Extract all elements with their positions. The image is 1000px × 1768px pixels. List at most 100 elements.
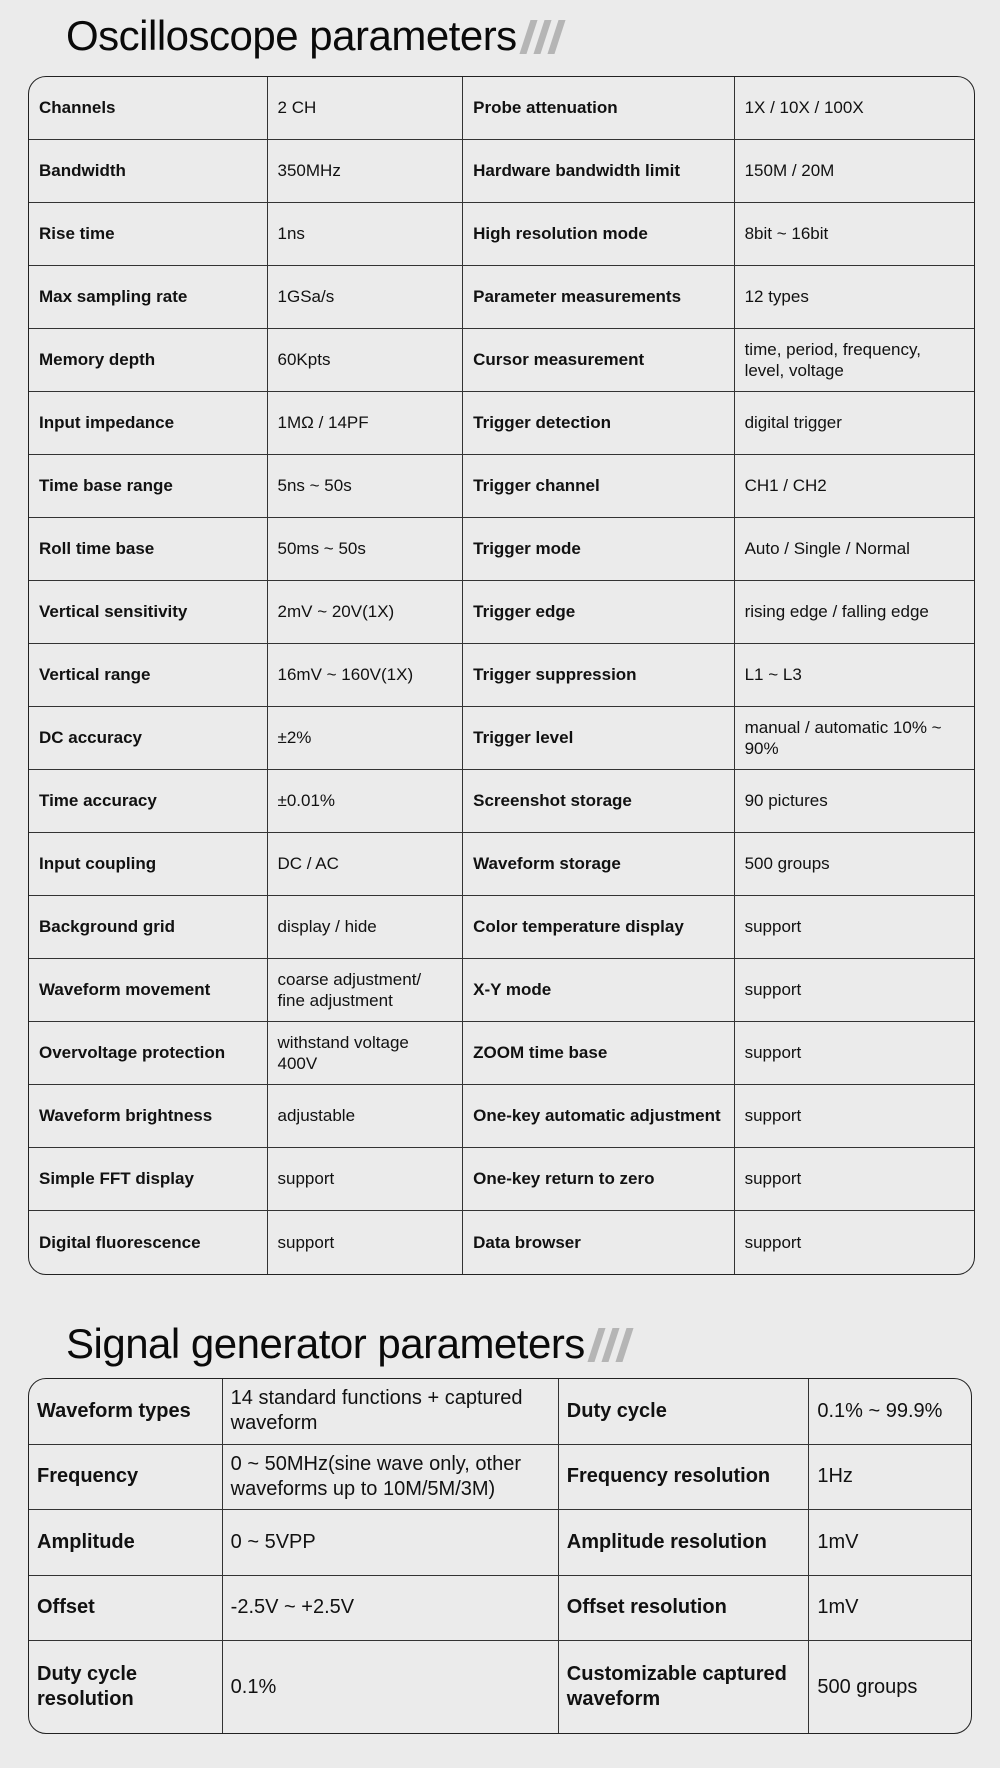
oscilloscope-title: Oscilloscope parameters	[66, 12, 566, 60]
parameter-name: Offset resolution	[558, 1575, 810, 1641]
parameter-name: Waveform storage	[463, 833, 735, 896]
table-row: Overvoltage protection withstand voltage …	[29, 1022, 974, 1085]
parameter-name: Color temperature display	[463, 896, 735, 959]
parameter-name: Waveform types	[29, 1379, 223, 1445]
parameter-name: Time accuracy	[29, 770, 268, 833]
table-row: Vertical range 16mV ~ 160V(1X) Trigger sup…	[29, 644, 974, 707]
parameter-value: 0.1% ~ 99.9%	[809, 1379, 971, 1445]
parameter-value: support	[744, 1232, 802, 1252]
parameter-name: Waveform brightness	[29, 1085, 268, 1148]
parameter-value: 5ns ~ 50s	[267, 455, 464, 518]
parameter-value: 50ms ~ 50s	[267, 518, 464, 581]
table-row: Time accuracy ±0.01% Screenshot storage 90 …	[29, 770, 974, 833]
parameter-value: ±0.01%	[267, 770, 464, 833]
parameter-value: 500 groups	[817, 1675, 918, 1698]
parameter-value: 16mV ~ 160V(1X)	[267, 644, 464, 707]
parameter-value: support	[734, 896, 974, 959]
parameter-value: 60Kpts	[267, 329, 464, 392]
parameter-name: Hardware bandwidth limit	[463, 140, 735, 203]
parameter-name: Probe attenuation	[463, 77, 735, 140]
table-row: Simple FFT display support One-key return …	[29, 1148, 974, 1211]
table-row: Channels 2 CH Probe attenuation 1X / 10X / …	[29, 77, 974, 140]
parameter-name: Simple FFT display	[29, 1148, 268, 1211]
parameter-value: DC / AC	[267, 833, 464, 896]
parameter-name: High resolution mode	[463, 203, 735, 266]
parameter-name: X-Y mode	[463, 959, 735, 1022]
parameter-name: Waveform movement	[29, 959, 268, 1022]
parameter-name: Trigger channel	[463, 455, 735, 518]
parameter-value: 500 groups	[734, 833, 974, 896]
parameter-name: Screenshot storage	[463, 770, 735, 833]
parameter-name: DC accuracy	[29, 707, 268, 770]
table-row: Digital fluorescence support Data browser s…	[29, 1211, 974, 1274]
parameter-name: Bandwidth	[29, 140, 268, 203]
parameter-name: Customizable captured waveform	[559, 1641, 810, 1733]
parameter-name: Background grid	[29, 896, 268, 959]
slashes-decoration-icon	[587, 1326, 634, 1362]
parameter-value: coarse adjustment/ fine adjustment	[267, 959, 464, 1022]
parameter-name: Cursor measurement	[463, 329, 735, 392]
parameter-name: Trigger detection	[463, 392, 735, 455]
parameter-value: 1ns	[267, 203, 464, 266]
signal-generator-parameters-table: Waveform types 14 standard functions + ca…	[28, 1378, 972, 1734]
parameter-value: 8bit ~ 16bit	[734, 203, 974, 266]
parameter-name: Roll time base	[29, 518, 268, 581]
parameter-value: 1X / 10X / 100X	[734, 77, 974, 140]
parameter-name: Frequency	[29, 1444, 223, 1510]
parameter-value: 90 pictures	[734, 770, 974, 833]
parameter-name: Rise time	[29, 203, 268, 266]
parameter-name: Frequency resolution	[558, 1444, 810, 1510]
parameter-value: adjustable	[267, 1085, 464, 1148]
parameter-name: Time base range	[29, 455, 268, 518]
parameter-value: 350MHz	[267, 140, 464, 203]
parameter-value: Auto / Single / Normal	[734, 518, 974, 581]
parameter-name: Data browser	[463, 1211, 735, 1274]
parameter-value: 0 ~ 5VPP	[222, 1510, 559, 1576]
parameter-value: rising edge / falling edge	[734, 581, 974, 644]
title-text: Signal generator parameters	[66, 1320, 585, 1367]
table-row: Max sampling rate 1GSa/s Parameter measure…	[29, 266, 974, 329]
parameter-name: One-key automatic adjustment	[463, 1085, 735, 1148]
table-row: Bandwidth 350MHz Hardware bandwidth limit 1…	[29, 140, 974, 203]
table-row: Waveform brightness adjustable One-key aut…	[29, 1085, 974, 1148]
parameter-value: 1Hz	[809, 1445, 971, 1510]
parameter-value: support	[734, 1085, 974, 1148]
parameter-name: Input coupling	[29, 833, 268, 896]
table-row: Vertical sensitivity 2mV ~ 20V(1X) Trigger…	[29, 581, 974, 644]
table-row: Amplitude 0 ~ 5VPP Amplitude resolution 1mV	[29, 1510, 971, 1576]
parameter-name: Vertical sensitivity	[29, 581, 268, 644]
parameter-value: 1MΩ / 14PF	[267, 392, 464, 455]
parameter-value: CH1 / CH2	[734, 455, 974, 518]
parameter-name: Duty cycle resolution	[29, 1641, 223, 1733]
parameter-value: 0.1%	[223, 1641, 559, 1733]
title-text: Oscilloscope parameters	[66, 12, 517, 59]
parameter-value: support	[734, 1148, 974, 1211]
parameter-name: Offset	[29, 1575, 223, 1641]
parameter-value: 0 ~ 50MHz(sine wave only, other waveform…	[222, 1444, 559, 1510]
parameter-name: Trigger level	[463, 707, 735, 770]
parameter-value: withstand voltage 400V	[267, 1022, 464, 1085]
parameter-name: One-key return to zero	[463, 1148, 735, 1211]
parameter-name: Input impedance	[29, 392, 268, 455]
table-row: Offset -2.5V ~ +2.5V Offset resolution 1mV	[29, 1575, 971, 1641]
table-row: Memory depth 60Kpts Cursor measurement time…	[29, 329, 974, 392]
parameter-name: Trigger edge	[463, 581, 735, 644]
table-row: Background grid display / hide Color tempe…	[29, 896, 974, 959]
parameter-name: Duty cycle	[558, 1379, 810, 1445]
table-row: Input impedance 1MΩ / 14PF Trigger detecti…	[29, 392, 974, 455]
parameter-value: 1GSa/s	[267, 266, 464, 329]
table-row: Input coupling DC / AC Waveform storage 500…	[29, 833, 974, 896]
parameter-value: manual / automatic 10% ~ 90%	[734, 707, 974, 770]
parameter-name: Trigger mode	[463, 518, 735, 581]
table-row: Roll time base 50ms ~ 50s Trigger mode Auto…	[29, 518, 974, 581]
parameter-name: Digital fluorescence	[29, 1211, 268, 1274]
parameter-value: 14 standard functions + captured wavefor…	[222, 1379, 559, 1445]
parameter-value: -2.5V ~ +2.5V	[222, 1575, 559, 1641]
parameter-value: 1mV	[809, 1510, 971, 1576]
table-row: Duty cycle resolution 0.1% Customizable ca…	[29, 1641, 971, 1733]
parameter-name: Channels	[29, 77, 268, 140]
oscilloscope-parameters-table: Channels 2 CH Probe attenuation 1X / 10X / …	[28, 76, 975, 1275]
parameter-value: support	[734, 959, 974, 1022]
table-row: DC accuracy ±2% Trigger level manual / auto…	[29, 707, 974, 770]
parameter-name: ZOOM time base	[463, 1022, 735, 1085]
